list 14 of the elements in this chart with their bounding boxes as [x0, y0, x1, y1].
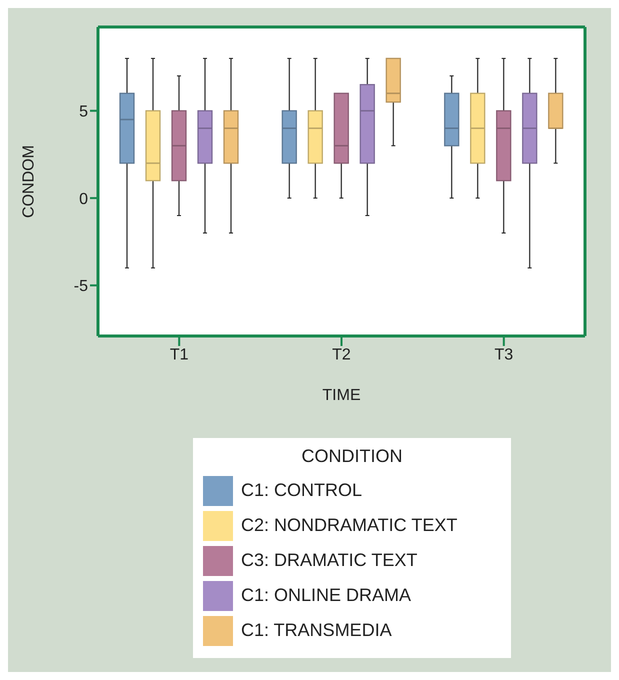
x-tick-label: T1 — [170, 346, 189, 364]
legend-label: C1: ONLINE DRAMA — [241, 585, 412, 606]
y-tick-label: -5 — [74, 278, 88, 296]
legend-title: CONDITION — [300, 446, 404, 467]
y-axis-title: CONDOM — [20, 145, 38, 218]
legend-label: C1: TRANSMEDIA — [241, 620, 392, 641]
legend-label: C1: CONTROL — [241, 480, 362, 501]
y-tick-label: 5 — [79, 103, 88, 120]
x-tick-label: T2 — [332, 346, 351, 364]
y-tick-label: 0 — [79, 190, 88, 208]
x-axis-title: TIME — [322, 387, 361, 404]
legend-label: C3: DRAMATIC TEXT — [241, 550, 418, 571]
legend-label: C2: NONDRAMATIC TEXT — [241, 515, 458, 536]
x-tick-label: T3 — [494, 346, 514, 364]
